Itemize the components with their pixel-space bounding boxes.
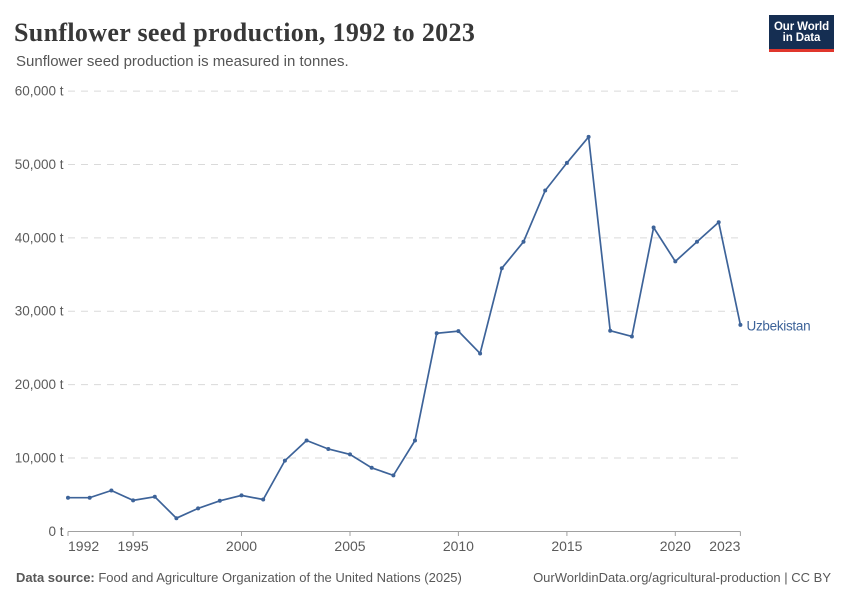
svg-text:60,000 t: 60,000 t bbox=[15, 84, 64, 99]
svg-text:2020: 2020 bbox=[660, 538, 691, 554]
svg-text:2000: 2000 bbox=[226, 538, 257, 554]
svg-text:2015: 2015 bbox=[551, 538, 582, 554]
svg-text:20,000 t: 20,000 t bbox=[15, 377, 64, 392]
svg-text:1992: 1992 bbox=[68, 538, 99, 554]
svg-text:30,000 t: 30,000 t bbox=[15, 304, 64, 319]
svg-text:50,000 t: 50,000 t bbox=[15, 157, 64, 172]
svg-text:0 t: 0 t bbox=[48, 524, 63, 539]
svg-text:2010: 2010 bbox=[443, 538, 474, 554]
svg-text:1995: 1995 bbox=[118, 538, 149, 554]
svg-text:2023: 2023 bbox=[709, 538, 740, 554]
svg-text:10,000 t: 10,000 t bbox=[15, 451, 64, 466]
svg-text:40,000 t: 40,000 t bbox=[15, 230, 64, 245]
svg-text:2005: 2005 bbox=[334, 538, 365, 554]
svg-text:Uzbekistan: Uzbekistan bbox=[747, 319, 811, 334]
